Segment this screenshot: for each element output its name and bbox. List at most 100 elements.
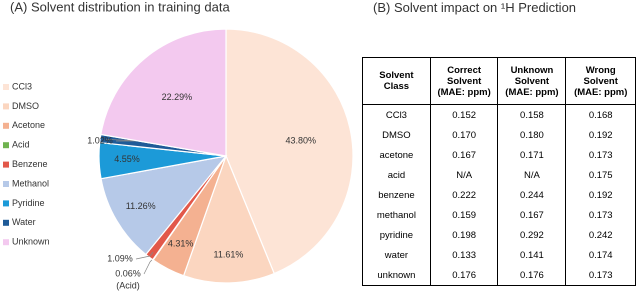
data-label: 0.06% xyxy=(115,268,141,278)
table-cell: 0.168 xyxy=(565,104,636,125)
legend-swatch xyxy=(3,200,9,207)
table-cell: 0.198 xyxy=(429,225,498,245)
pie-chart: (A) Solvent distribution in training dat… xyxy=(3,0,354,290)
chart-title: (A) Solvent distribution in training dat… xyxy=(10,0,230,14)
data-label: 1.02% xyxy=(87,135,113,145)
legend-label: Unknown xyxy=(12,237,50,247)
table-cell: 0.173 xyxy=(565,145,636,165)
data-label: 4.31% xyxy=(168,238,194,248)
header-text: Wrong xyxy=(585,64,616,76)
legend-label: Methanol xyxy=(12,178,49,188)
header-row: Solvent Class Correct Solvent (MAE: ppm) Unkn… xyxy=(362,57,636,105)
data-label: 1.09% xyxy=(107,253,133,263)
table-cell: 0.173 xyxy=(565,205,636,225)
legend-label: Acid xyxy=(12,140,30,150)
header-text: Solvent xyxy=(379,70,414,81)
table-cell: 0.176 xyxy=(497,265,566,286)
header-text: (MAE: ppm) xyxy=(437,86,491,98)
table-row: unknown 0.176 0.176 0.173 xyxy=(362,265,636,286)
table-cell: N/A xyxy=(497,165,566,185)
header-text: (MAE: ppm) xyxy=(505,86,559,98)
table-title: (B) Solvent impact on ¹H Prediction xyxy=(373,0,577,15)
data-label: 11.61% xyxy=(213,249,243,259)
legend-label: CCl3 xyxy=(12,81,32,91)
table-row: acid N/A N/A 0.175 xyxy=(362,165,636,185)
legend-swatch xyxy=(3,84,9,90)
table-cell: methanol xyxy=(362,205,431,225)
table-row: DMSO 0.170 0.180 0.192 xyxy=(362,125,636,145)
header-cell: Wrong Solvent (MAE: ppm) xyxy=(565,57,636,105)
legend-swatch xyxy=(3,239,9,246)
table-cell: 0.141 xyxy=(497,245,566,265)
table-cell: 0.244 xyxy=(497,185,566,205)
legend-label: Water xyxy=(12,217,36,227)
header-cell: Solvent Class xyxy=(362,57,431,105)
table-row: water 0.133 0.141 0.174 xyxy=(362,245,636,265)
table-cell: 0.171 xyxy=(497,145,566,165)
table-cell: 0.176 xyxy=(429,265,498,286)
legend-swatch xyxy=(3,142,9,149)
results-table: Solvent Class Correct Solvent (MAE: ppm) Unkn… xyxy=(362,57,636,286)
pie-slice xyxy=(225,28,354,275)
table-cell: N/A xyxy=(429,165,498,185)
table-cell: 0.152 xyxy=(429,104,498,125)
table-row: methanol 0.159 0.167 0.173 xyxy=(362,205,636,225)
legend-label: DMSO xyxy=(12,101,39,111)
table-row: pyridine 0.198 0.292 0.242 xyxy=(362,225,636,245)
legend-swatch xyxy=(3,219,9,226)
header-text: Solvent xyxy=(514,75,550,87)
table-cell: acid xyxy=(362,165,431,185)
header-cell: Unknown Solvent (MAE: ppm) xyxy=(497,57,566,105)
pie-slice xyxy=(100,28,227,157)
legend-label: Benzene xyxy=(12,159,48,169)
header-text: Solvent xyxy=(446,75,482,87)
legend-swatch xyxy=(3,122,9,129)
table-cell: 0.242 xyxy=(565,225,636,245)
table-row: benzene 0.222 0.244 0.192 xyxy=(362,185,636,205)
table-cell: water xyxy=(362,245,431,265)
table-row: CCl3 0.152 0.158 0.168 xyxy=(362,104,636,125)
table-cell: 0.167 xyxy=(497,205,566,225)
header-text: (MAE: ppm) xyxy=(574,86,628,98)
pie-slice xyxy=(100,155,228,256)
table-cell: 0.192 xyxy=(565,125,636,145)
table-cell: 0.222 xyxy=(429,185,498,205)
legend-label: Pyridine xyxy=(12,198,45,208)
table-cell: acetone xyxy=(362,145,431,165)
legend-swatch xyxy=(3,181,9,187)
table-cell: 0.192 xyxy=(565,185,636,205)
data-label: 4.55% xyxy=(114,154,140,164)
header-cell: Correct Solvent (MAE: ppm) xyxy=(429,57,498,105)
table-cell: 0.174 xyxy=(565,245,636,265)
table-cell: 0.167 xyxy=(429,145,498,165)
table-body: CCl3 0.152 0.158 0.168 DMSO 0.170 0.180 0.192 ac… xyxy=(362,104,636,286)
table-cell: 0.292 xyxy=(497,225,566,245)
header-text: Correct xyxy=(447,64,482,76)
table-cell: benzene xyxy=(362,185,431,205)
table-cell: pyridine xyxy=(362,225,431,245)
data-label: 11.26% xyxy=(126,201,156,211)
data-label: 43.80% xyxy=(285,136,316,146)
table-cell: unknown xyxy=(362,265,431,286)
annotation: (Acid) xyxy=(116,280,140,290)
table-cell: 0.173 xyxy=(565,265,636,286)
legend-label: Acetone xyxy=(12,120,45,130)
table-cell: 0.180 xyxy=(497,125,566,145)
legend-swatch xyxy=(3,161,9,168)
table-cell: 0.159 xyxy=(429,205,498,225)
leader-line xyxy=(135,251,154,260)
table-cell: 0.158 xyxy=(497,104,566,125)
table-cell: 0.133 xyxy=(429,245,498,265)
header-text: Unknown xyxy=(510,64,554,76)
data-label: 22.29% xyxy=(162,92,193,102)
header-text: Solvent xyxy=(583,75,618,87)
header-text: Class xyxy=(383,81,410,92)
table-cell: DMSO xyxy=(362,125,431,145)
pie-slice xyxy=(182,154,275,284)
table-cell: CCl3 xyxy=(362,104,431,125)
table-cell: 0.175 xyxy=(565,165,636,185)
table-row: acetone 0.167 0.171 0.173 xyxy=(362,145,636,165)
legend-swatch xyxy=(3,103,9,110)
table-cell: 0.170 xyxy=(429,125,498,145)
